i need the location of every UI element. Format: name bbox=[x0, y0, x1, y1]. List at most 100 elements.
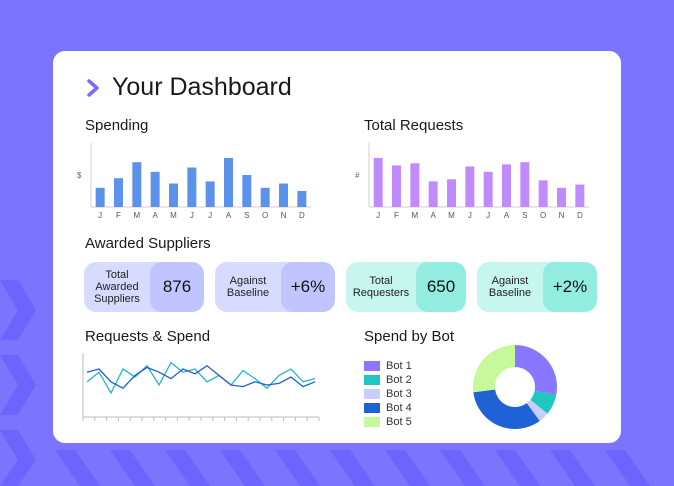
requests-x-tick-label: J bbox=[376, 211, 380, 220]
spending-x-tick-label: J bbox=[190, 211, 194, 220]
spending-x-tick-label: M bbox=[133, 211, 140, 220]
requests-bar bbox=[520, 162, 530, 207]
requests-y-axis-label: # bbox=[355, 171, 360, 180]
requests-bar bbox=[428, 181, 438, 207]
spending-bar bbox=[187, 167, 197, 207]
spending-bar bbox=[150, 171, 160, 207]
spending-x-tick-label: F bbox=[116, 211, 121, 220]
donut-slice bbox=[526, 399, 548, 421]
stat-label: Against Baseline bbox=[226, 275, 270, 299]
donut-slice bbox=[515, 345, 557, 395]
decor-chevron bbox=[0, 430, 36, 486]
spending-bar bbox=[205, 181, 215, 207]
legend-item: Bot 4 bbox=[364, 401, 412, 415]
requests-bar bbox=[575, 184, 585, 207]
requests-x-tick-label: M bbox=[448, 211, 455, 220]
spending-bar bbox=[224, 157, 233, 207]
awarded-suppliers-heading: Awarded Suppliers bbox=[85, 235, 211, 252]
stat-card-against-baseline-suppliers: Against Baseline +6% bbox=[215, 262, 335, 312]
stat-card-total-awarded-suppliers: Total Awarded Suppliers 876 bbox=[84, 262, 204, 312]
spending-x-tick-label: D bbox=[299, 211, 305, 220]
legend-swatch bbox=[364, 361, 380, 371]
requests-x-tick-label: A bbox=[504, 211, 510, 220]
stat-value: 650 bbox=[416, 262, 466, 312]
dashboard-card: Your Dashboard Spending $ J F M A M J J A S O N D To… bbox=[53, 51, 621, 443]
stat-label: Total Awarded Suppliers bbox=[94, 269, 140, 305]
requests-bar bbox=[392, 165, 401, 207]
page-title: Your Dashboard bbox=[112, 73, 292, 101]
spending-bar bbox=[114, 178, 123, 207]
spending-bar bbox=[242, 175, 252, 207]
spending-bar bbox=[297, 191, 307, 207]
requests-bar bbox=[465, 166, 475, 207]
stat-card-against-baseline-requesters: Against Baseline +2% bbox=[477, 262, 597, 312]
spending-x-tick-label: J bbox=[208, 211, 212, 220]
legend-item: Bot 3 bbox=[364, 387, 412, 401]
spend-by-bot-donut bbox=[473, 345, 557, 429]
requests-spend-heading: Requests & Spend bbox=[85, 328, 211, 345]
spending-x-tick-label: A bbox=[226, 211, 232, 220]
requests-bar bbox=[373, 157, 383, 207]
spending-y-axis-label: $ bbox=[77, 171, 82, 180]
legend-label: Bot 4 bbox=[386, 402, 412, 414]
spending-heading: Spending bbox=[85, 117, 149, 134]
spending-bar bbox=[95, 187, 105, 207]
requests-x-tick-label: D bbox=[577, 211, 583, 220]
legend-swatch bbox=[364, 403, 380, 413]
decor-chevron bbox=[0, 355, 36, 415]
legend-swatch bbox=[364, 389, 380, 399]
chevron-right-icon bbox=[87, 78, 99, 97]
requests-x-tick-label: N bbox=[559, 211, 565, 220]
stat-value: +2% bbox=[543, 262, 597, 312]
requests-spend-series-line-1 bbox=[86, 361, 316, 395]
spending-bar bbox=[132, 162, 142, 207]
requests-spend-chart bbox=[82, 353, 320, 421]
requests-x-tick-label: J bbox=[486, 211, 490, 220]
stat-label: Total Requesters bbox=[352, 275, 410, 299]
stat-value: +6% bbox=[281, 262, 335, 312]
dashboard-header: Your Dashboard bbox=[86, 73, 292, 102]
spending-x-tick-label: S bbox=[244, 211, 249, 220]
requests-x-tick-label: F bbox=[394, 211, 399, 220]
legend-label: Bot 1 bbox=[386, 360, 412, 372]
requests-x-tick-label: S bbox=[522, 211, 527, 220]
spending-bar bbox=[279, 183, 288, 207]
spending-bar bbox=[169, 183, 178, 207]
stat-label: Against Baseline bbox=[488, 275, 532, 299]
legend-item: Bot 5 bbox=[364, 415, 412, 429]
spending-bar bbox=[260, 187, 270, 207]
requests-bar bbox=[557, 187, 566, 207]
requests-x-tick-label: J bbox=[468, 211, 472, 220]
stat-value: 876 bbox=[150, 262, 204, 312]
requests-bar bbox=[447, 179, 456, 207]
spending-x-tick-label: N bbox=[281, 211, 287, 220]
requests-x-tick-label: A bbox=[430, 211, 436, 220]
requests-bar bbox=[410, 163, 420, 207]
legend-label: Bot 2 bbox=[386, 374, 412, 386]
total-requests-chart: # J F M A M J J A S O N D bbox=[355, 143, 589, 220]
requests-bar bbox=[538, 180, 548, 207]
legend-item: Bot 2 bbox=[364, 373, 412, 387]
legend-swatch bbox=[364, 375, 380, 385]
spend-by-bot-legend: Bot 1 Bot 2 Bot 3 Bot 4 Bot 5 bbox=[364, 359, 412, 429]
donut-slice bbox=[530, 390, 557, 414]
spending-x-tick-label: J bbox=[98, 211, 102, 220]
donut-slice bbox=[473, 345, 515, 393]
spend-by-bot-heading: Spend by Bot bbox=[364, 328, 455, 345]
spending-x-tick-label: M bbox=[170, 211, 177, 220]
legend-label: Bot 3 bbox=[386, 388, 412, 400]
donut-slice bbox=[473, 389, 540, 429]
total-requests-heading: Total Requests bbox=[364, 117, 464, 134]
requests-x-tick-label: O bbox=[540, 211, 546, 220]
spending-chart: $ J F M A M J J A S O N D bbox=[77, 143, 311, 220]
requests-x-tick-label: M bbox=[411, 211, 418, 220]
decor-chevron bbox=[0, 280, 36, 340]
requests-spend-series-line-2 bbox=[86, 364, 316, 390]
legend-label: Bot 5 bbox=[386, 416, 412, 428]
legend-swatch bbox=[364, 417, 380, 427]
spending-x-tick-label: A bbox=[152, 211, 158, 220]
requests-bar bbox=[483, 171, 493, 207]
stat-card-total-requesters: Total Requesters 650 bbox=[346, 262, 466, 312]
legend-item: Bot 1 bbox=[364, 359, 412, 373]
